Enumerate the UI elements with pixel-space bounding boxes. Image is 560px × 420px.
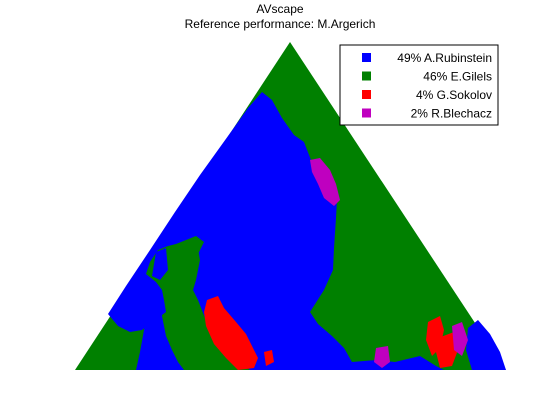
legend-swatch-3 [362, 109, 371, 118]
legend: 49% A.Rubinstein 46% E.Gilels 4% G.Sokolov… [340, 45, 498, 125]
legend-label-0: 49% A.Rubinstein [397, 51, 492, 65]
legend-swatch-0 [362, 53, 371, 62]
region-rubinstein-right [466, 320, 506, 370]
legend-swatch-1 [362, 72, 371, 81]
legend-label-3: 2% R.Blechacz [411, 107, 492, 121]
legend-swatch-2 [362, 90, 371, 99]
legend-label-1: 46% E.Gilels [423, 70, 492, 84]
legend-label-2: 4% G.Sokolov [416, 88, 492, 102]
